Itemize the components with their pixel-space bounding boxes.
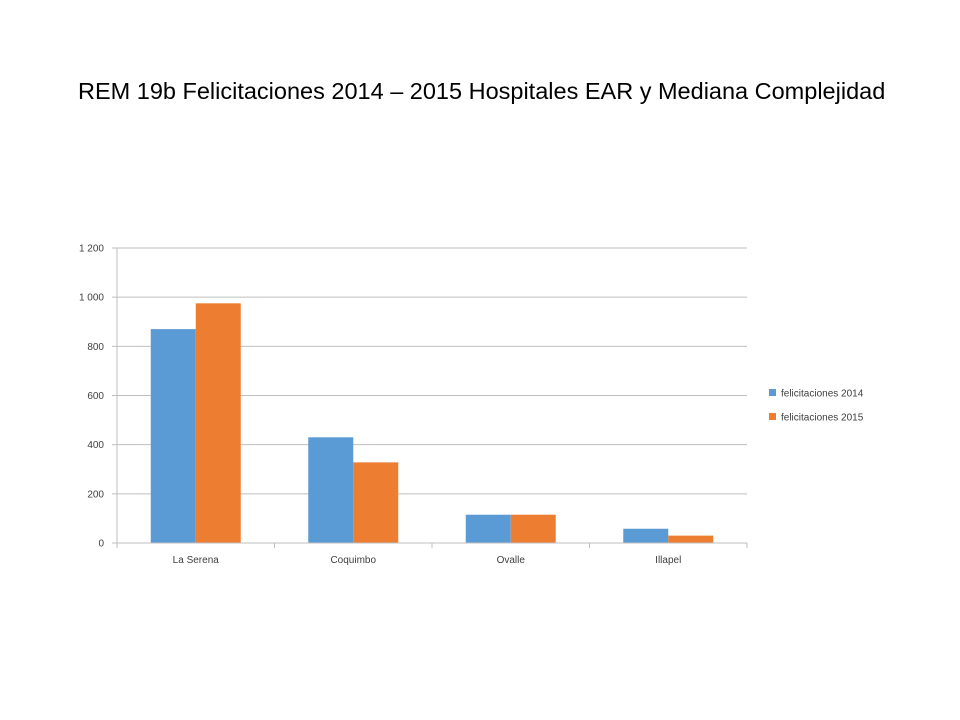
- x-tick-label: La Serena: [173, 555, 220, 566]
- y-tick-label: 200: [87, 489, 104, 500]
- legend-swatch: [769, 413, 776, 420]
- legend-swatch: [769, 389, 776, 396]
- x-tick-label: Ovalle: [497, 555, 526, 566]
- legend-label: felicitaciones 2015: [781, 413, 864, 424]
- bar-ovalle-2015: [510, 514, 556, 543]
- x-tick-label: Coquimbo: [330, 555, 376, 566]
- y-tick-labels: 0 200 400 600 800 1 000 1 200: [79, 244, 104, 550]
- legend: felicitaciones 2014 felicitaciones 2015: [769, 389, 864, 424]
- bar-la-serena-2014: [150, 329, 196, 543]
- bars: [150, 303, 714, 543]
- legend-label: felicitaciones 2014: [781, 389, 864, 400]
- bar-coquimbo-2014: [308, 437, 354, 543]
- x-tick-label: Illapel: [655, 555, 681, 566]
- bar-la-serena-2015: [195, 303, 241, 543]
- y-tick-label: 400: [87, 440, 104, 451]
- slide-title: REM 19b Felicitaciones 2014 – 2015 Hospi…: [78, 78, 886, 104]
- x-tick-labels: La Serena Coquimbo Ovalle Illapel: [173, 555, 682, 566]
- y-tick-label: 1 000: [79, 293, 104, 304]
- axes: [112, 247, 748, 548]
- y-tick-label: 0: [98, 539, 104, 550]
- bar-illapel-2014: [623, 528, 669, 543]
- y-tick-label: 600: [87, 391, 104, 402]
- y-tick-label: 1 200: [79, 244, 104, 255]
- y-tick-label: 800: [87, 342, 104, 353]
- bar-ovalle-2014: [465, 514, 511, 543]
- bar-coquimbo-2015: [353, 462, 399, 543]
- bar-illapel-2015: [668, 535, 714, 543]
